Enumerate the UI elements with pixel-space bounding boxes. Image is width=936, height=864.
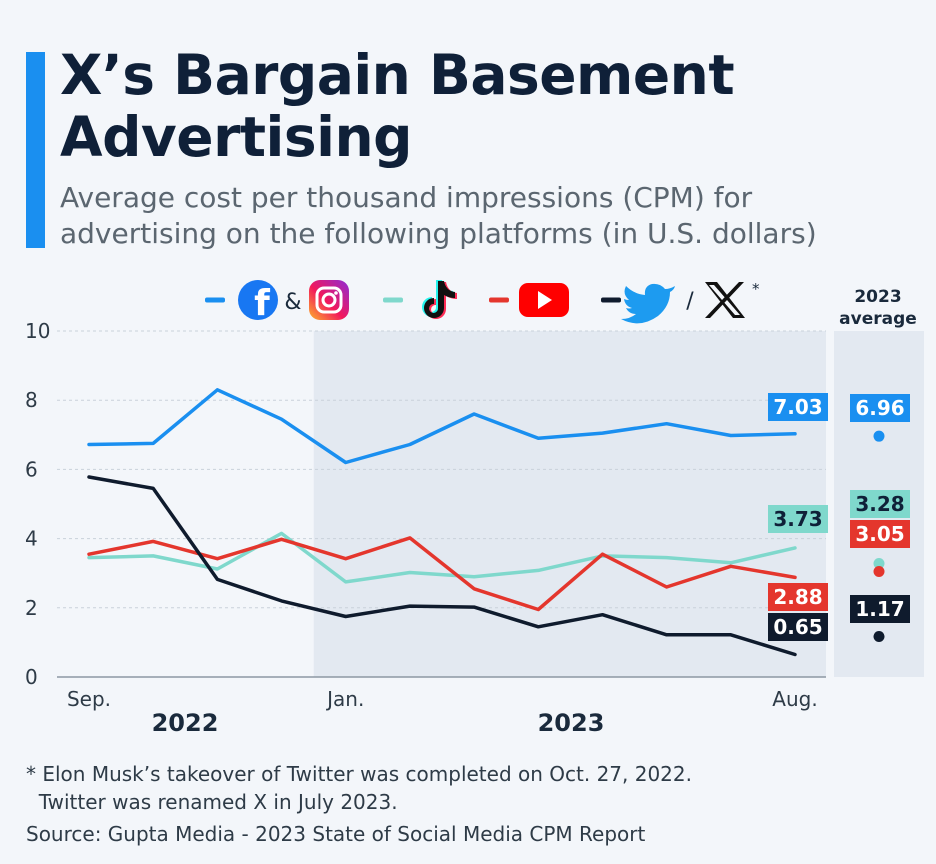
instagram-icon-frame <box>315 286 343 314</box>
end-label-twitter_x-box <box>768 613 828 641</box>
line-chart: 0 2 4 6 8 10 Sep. Jan. Aug. 2022 2023 7.03 6.96 3.73 3… <box>25 280 924 737</box>
legend-dash-youtube <box>489 297 509 303</box>
end-label-facebook_instagram: 7.03 <box>768 393 828 421</box>
legend-dash-tiktok <box>383 297 403 303</box>
y-tick-label: 6 <box>25 457 38 481</box>
end-label-youtube: 2.88 <box>768 583 828 611</box>
average-label-twitter_x-text: 1.17 <box>855 597 904 621</box>
y-tick-label: 8 <box>25 388 38 412</box>
average-dot-facebook_instagram <box>873 430 885 442</box>
average-label-twitter_x-box <box>850 595 910 623</box>
y-tick-label: 4 <box>25 527 38 551</box>
end-label-twitter_x-text: 0.65 <box>773 615 822 639</box>
tiktok-icon <box>422 280 457 319</box>
series-line-facebook_instagram <box>87 388 797 465</box>
instagram-icon-dot <box>334 291 338 295</box>
source-note: Source: Gupta Media - 2023 State of Soci… <box>26 822 646 846</box>
year-label-2023: 2023 <box>538 709 605 737</box>
average-label-youtube-text: 3.05 <box>855 522 904 546</box>
instagram-icon <box>309 280 349 320</box>
x-tick-label: Jan. <box>325 687 364 711</box>
instagram-icon-bg <box>309 280 349 320</box>
end-label-facebook_instagram-box <box>768 393 828 421</box>
x-tick-label: Sep. <box>67 687 111 711</box>
end-label-twitter_x: 0.65 <box>768 613 828 641</box>
average-header-line-1: 2023 <box>854 287 901 307</box>
end-label-youtube-box <box>768 583 828 611</box>
footnote-line-2: Twitter was renamed X in July 2023. <box>26 790 398 814</box>
chart-subtitle: Average cost per thousand impressions (C… <box>60 180 920 252</box>
y-tick-label: 2 <box>25 596 38 620</box>
chart-subtitle-line-1: Average cost per thousand impressions (C… <box>60 181 753 214</box>
twitter-bird-icon <box>621 283 675 324</box>
legend-dash-twitter-x <box>601 297 621 303</box>
average-label-facebook_instagram: 6.96 <box>850 394 910 422</box>
average-label-facebook_instagram-box <box>850 394 910 422</box>
series-line-youtube <box>87 536 797 612</box>
chart-title: X’s Bargain Basement Advertising <box>60 44 920 168</box>
y-tick-label: 10 <box>25 319 50 343</box>
legend-asterisk: * <box>752 280 760 298</box>
youtube-icon <box>519 283 569 317</box>
shaded-2023-region <box>313 331 826 677</box>
facebook-icon-glyph: f <box>254 283 270 324</box>
average-dot-youtube <box>873 565 885 577</box>
facebook-icon-circle <box>238 280 278 320</box>
average-label-facebook_instagram-text: 6.96 <box>855 396 904 420</box>
chart-title-line-1: X’s Bargain Basement <box>60 43 735 107</box>
end-label-tiktok: 3.73 <box>768 505 828 533</box>
legend-ampersand: & <box>284 290 301 315</box>
average-label-tiktok-box <box>850 490 910 518</box>
average-label-tiktok-text: 3.28 <box>855 492 904 516</box>
tiktok-icon-black <box>424 281 455 318</box>
series-line-twitter_x <box>87 475 797 657</box>
footnote-line-1: * Elon Musk’s takeover of Twitter was co… <box>26 762 692 786</box>
end-label-tiktok-text: 3.73 <box>773 507 822 531</box>
end-label-youtube-text: 2.88 <box>773 585 822 609</box>
end-label-tiktok-box <box>768 505 828 533</box>
chart-title-line-2: Advertising <box>60 105 412 169</box>
average-label-twitter_x: 1.17 <box>850 595 910 623</box>
facebook-icon: f <box>238 280 278 324</box>
chart-subtitle-line-2: advertising on the following platforms (… <box>60 217 817 250</box>
average-label-youtube: 3.05 <box>850 520 910 548</box>
title-accent-bar <box>26 52 45 248</box>
legend-dash-facebook-instagram <box>205 297 225 303</box>
x-tick-label: Aug. <box>772 687 817 711</box>
average-dot-tiktok <box>873 558 885 570</box>
average-dot-twitter_x <box>873 631 885 643</box>
x-logo-stroke-cross <box>705 282 744 318</box>
average-label-youtube-box <box>850 520 910 548</box>
average-label-tiktok: 3.28 <box>850 490 910 518</box>
y-tick-label: 0 <box>25 665 38 689</box>
twitter-bird-shape <box>621 283 675 324</box>
legend-slash: / <box>686 289 694 314</box>
youtube-icon-play <box>538 291 552 309</box>
end-label-facebook_instagram-text: 7.03 <box>773 395 822 419</box>
x-logo-icon <box>705 282 745 318</box>
instagram-icon-lens <box>321 292 337 308</box>
footnote: * Elon Musk’s takeover of Twitter was co… <box>26 760 692 816</box>
average-header-line-2: average <box>839 309 917 329</box>
year-label-2022: 2022 <box>152 709 219 737</box>
